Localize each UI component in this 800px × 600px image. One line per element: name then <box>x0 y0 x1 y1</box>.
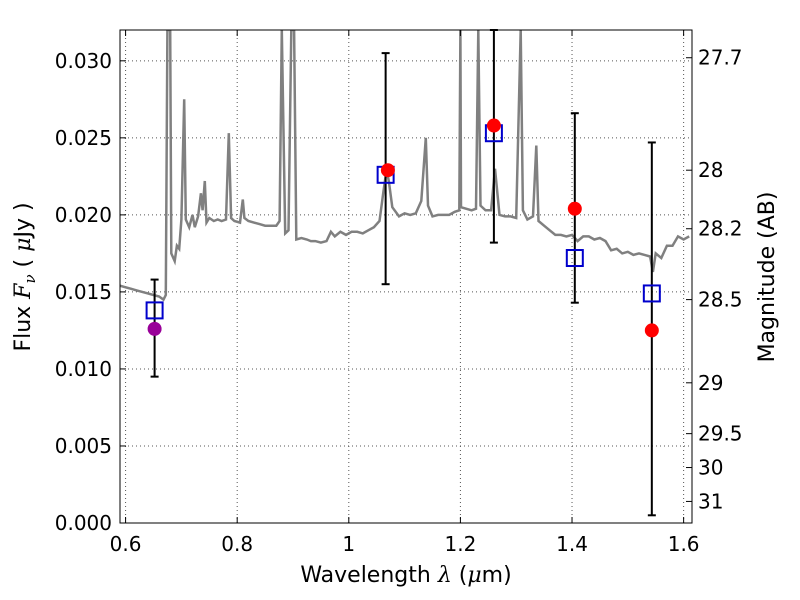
y-axis-title-text: Flux <box>11 299 36 352</box>
model-square <box>565 249 584 268</box>
mu-symbol: μ <box>11 238 36 252</box>
observed-point <box>567 201 582 216</box>
x-axis-title: Wavelength λ (μm) <box>300 563 511 588</box>
observed-point <box>380 163 395 178</box>
y-tick-label: 0.030 <box>55 49 112 73</box>
x-tick-label: 0.8 <box>221 532 253 556</box>
magnitude-tick-label: 29.5 <box>698 422 743 446</box>
y-tick-label: 0.025 <box>55 126 112 150</box>
model-photometry-squares <box>145 124 661 320</box>
x-tick-label: 1 <box>342 532 355 556</box>
x-axis-title-text: Wavelength <box>300 563 438 588</box>
x-tick-label: 1.4 <box>556 532 588 556</box>
model-spectrum-line <box>120 30 690 302</box>
observed-point <box>147 321 162 336</box>
y-axis-title-unit: Jy ) <box>11 202 36 239</box>
observed-photometry-points <box>147 118 659 338</box>
y-tick-label: 0.000 <box>55 511 112 535</box>
y-tick-label: 0.005 <box>55 434 112 458</box>
observed-point <box>486 118 501 133</box>
grid-lines <box>120 30 692 523</box>
y-tick-label: 0.015 <box>55 280 112 304</box>
right-axis-title: Magnitude (AB) <box>755 192 780 363</box>
mu-symbol: μ <box>467 563 481 588</box>
plot-frame <box>119 29 693 524</box>
y-axis-title-paren: ( <box>11 252 36 275</box>
nu-subscript: ν <box>21 274 39 283</box>
y-tick-label: 0.010 <box>55 357 112 381</box>
observed-point <box>644 323 659 338</box>
x-tick-label: 1.2 <box>445 532 477 556</box>
y-axis-title: Flux Fν ( μJy ) <box>11 202 39 351</box>
magnitude-tick-label: 28 <box>698 158 723 182</box>
magnitude-tick-label: 28.2 <box>698 217 743 241</box>
y-tick-label: 0.020 <box>55 203 112 227</box>
magnitude-tick-label: 29 <box>698 371 723 395</box>
flux-symbol: F <box>11 283 36 300</box>
magnitude-tick-label: 30 <box>698 456 723 480</box>
x-tick-label: 1.6 <box>668 532 700 556</box>
model-square <box>145 301 164 320</box>
magnitude-tick-label: 27.7 <box>698 46 743 70</box>
x-axis-title-unit: m) <box>482 563 512 588</box>
axis-ticks: 0.6 0.8 1 1.2 1.4 1.6 0.000 0.005 0.010 0.015 0.02… <box>55 30 743 556</box>
magnitude-tick-label: 31 <box>698 489 723 513</box>
error-bars <box>150 29 656 517</box>
x-axis-title-paren: ( <box>452 563 468 588</box>
magnitude-tick-label: 28.5 <box>698 288 743 312</box>
lambda-symbol: λ <box>437 563 452 588</box>
x-tick-label: 0.6 <box>110 532 142 556</box>
model-square <box>642 284 661 303</box>
